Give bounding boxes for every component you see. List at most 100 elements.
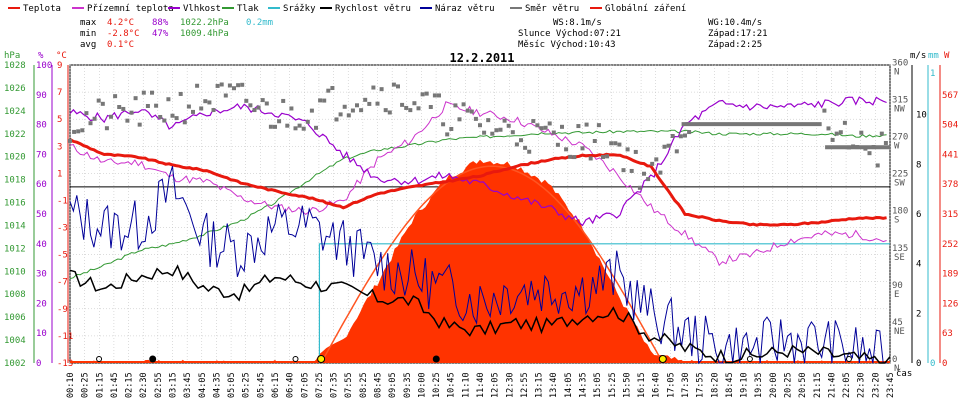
tick-temperature: -7: [57, 278, 68, 288]
wind-direction-point: [875, 163, 880, 168]
stat-max-press: 1022.2hPa: [180, 18, 229, 28]
wind-direction-point: [355, 103, 359, 108]
wind-direction-point: [584, 122, 589, 127]
stat-avg-temp: 0.1°C: [107, 40, 134, 50]
tick-wind: 4: [916, 260, 921, 270]
tick-temperature: -13: [57, 359, 73, 369]
stat-ws: WS:8.1m/s: [553, 18, 602, 28]
wind-direction-point: [445, 132, 450, 137]
wind-direction-point: [121, 106, 126, 111]
wind-direction-point: [207, 100, 212, 105]
wind-direction-point: [420, 92, 425, 97]
wind-direction-point: [502, 118, 507, 123]
wind-direction-point: [621, 168, 626, 173]
tick-direction-label: S: [894, 216, 899, 226]
x-tick-label: 05:05: [227, 372, 237, 398]
wind-direction-point: [244, 98, 249, 103]
wind-direction-point: [318, 98, 323, 103]
x-tick-label: 20:50: [798, 372, 808, 398]
wind-direction-point: [342, 104, 347, 109]
tick-temperature: -1: [57, 196, 68, 206]
wind-direction-point: [260, 98, 265, 103]
wind-direction-point: [441, 122, 446, 127]
x-tick-label: 19:35: [754, 372, 764, 398]
wind-direction-point: [605, 154, 610, 159]
wind-direction-point: [301, 126, 306, 131]
unit-mm: mm: [928, 51, 939, 61]
wind-direction-point: [162, 118, 167, 123]
wind-direction-point: [609, 141, 614, 146]
wind-direction-point: [674, 149, 679, 154]
wind-direction-point: [76, 129, 81, 134]
legend-label: Náraz větru: [435, 4, 495, 14]
wind-direction-point: [178, 91, 183, 96]
x-tick-label: 06:15: [271, 372, 281, 398]
wind-direction-point: [527, 149, 532, 154]
wind-direction-point: [191, 109, 195, 114]
wind-direction-point: [859, 130, 864, 135]
wind-direction-point: [428, 104, 433, 109]
x-tick-label: 10:00: [417, 372, 427, 398]
x-tick-label: 03:15: [169, 372, 179, 398]
wind-direction-point: [568, 154, 573, 159]
tick-direction-label: SW: [894, 179, 905, 189]
x-tick-label: 23:45: [886, 372, 896, 398]
wind-direction-point: [400, 102, 405, 107]
tick-direction-label: N: [894, 67, 899, 77]
wind-direction-point: [473, 116, 478, 121]
tick-pressure: 1028: [4, 61, 26, 71]
tick-direction: 360: [892, 58, 908, 68]
x-tick-label: 17:55: [696, 372, 706, 398]
tick-humidity: 60: [36, 180, 47, 190]
x-tick-label: 14:05: [564, 372, 574, 398]
stat-wg: WG:10.4m/s: [708, 18, 762, 28]
x-tick-label: 06:40: [286, 372, 296, 398]
stat-min-temp: -2.8°C: [107, 29, 140, 39]
stat-moon: Měsíc Východ:10:43: [518, 40, 616, 50]
wind-direction-point: [432, 93, 437, 98]
sunrise-marker: [317, 355, 326, 363]
stat-min-press: 1009.4hPa: [180, 29, 229, 39]
wind-direction-point: [264, 101, 269, 106]
x-tick-label: 02:15: [125, 372, 135, 398]
x-tick-label: 11:10: [461, 372, 471, 398]
wind-direction-point: [650, 161, 655, 166]
stat-sun-set: Západ:17:21: [708, 29, 768, 39]
tick-direction-label: W: [894, 142, 900, 152]
wind-direction-point: [416, 106, 421, 111]
legend-label: Směr větru: [525, 4, 579, 14]
tick-rain: 0: [930, 359, 935, 369]
tick-pressure: 1026: [4, 84, 26, 94]
tick-temperature: 5: [57, 115, 62, 125]
x-tick-label: 10:45: [447, 372, 457, 398]
wind-direction-point: [195, 83, 200, 88]
x-tick-label: 00:25: [81, 372, 91, 398]
tick-direction-label: E: [894, 290, 899, 300]
tick-direction-label: NE: [894, 327, 905, 337]
wind-direction-point: [72, 129, 77, 134]
series-temperature: [69, 138, 887, 227]
wind-direction-point: [297, 123, 302, 128]
wind-direction-point: [633, 149, 638, 154]
wind-direction-point: [535, 123, 540, 128]
x-tick-label: 15:05: [593, 372, 603, 398]
wind-direction-point: [490, 131, 495, 136]
wind-direction-point: [109, 114, 113, 119]
tick-humidity: 80: [36, 121, 47, 131]
tick-radiation: 315: [942, 210, 958, 220]
tick-pressure: 1014: [4, 221, 26, 231]
tick-radiation: 504: [942, 121, 958, 131]
wind-direction-point: [92, 116, 97, 121]
stats-panel: max 4.2°C 88% 1022.2hPa 0.2mm min -2.8°C…: [80, 18, 768, 50]
tick-humidity: 90: [36, 91, 47, 101]
wind-direction-point: [514, 142, 519, 147]
wind-direction-point: [547, 121, 552, 126]
unit-pct: %: [38, 51, 44, 61]
wind-direction-point: [100, 101, 105, 106]
wind-direction-point: [617, 142, 622, 147]
wind-direction-point: [285, 123, 290, 128]
x-tick-label: 07:55: [344, 372, 354, 398]
sunset-marker: [658, 355, 667, 363]
wind-direction-point: [199, 106, 204, 111]
series-radiation-area: [70, 159, 890, 363]
